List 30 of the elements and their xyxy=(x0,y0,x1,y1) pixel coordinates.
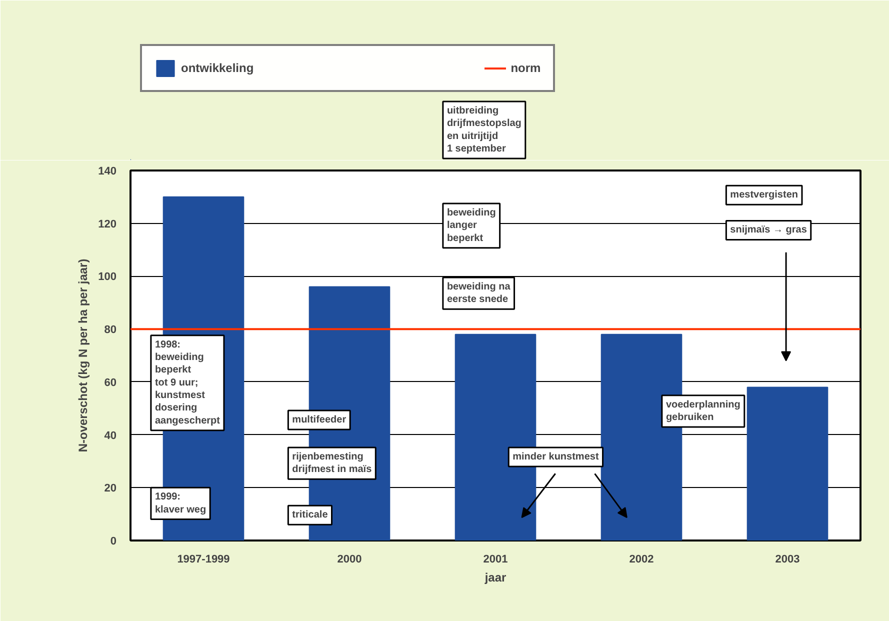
y-tick-label: 20 xyxy=(104,482,117,495)
annotation: beweiding na eerste snede xyxy=(446,282,511,306)
annotation: voederplanning gebruiken xyxy=(666,399,740,424)
y-tick-label: 140 xyxy=(98,166,117,178)
annotation: beweiding langer beperkt xyxy=(446,208,496,244)
text: uitbreiding drijfmestopslag en uitrijtijd 1 september xyxy=(446,106,522,154)
y-tick-label: 80 xyxy=(104,324,117,336)
bar xyxy=(746,386,828,540)
annotation: 1998: beweiding beperkt tot 9 uur; kunstmest dosering aangescherpt xyxy=(154,339,221,426)
annotation: triticale xyxy=(292,510,328,521)
legend-label: norm xyxy=(510,61,541,75)
y-tick-label: 40 xyxy=(104,430,117,442)
x-tick-label: 2000 xyxy=(337,554,362,566)
annotation: multifeeder xyxy=(292,414,346,426)
legend-label: ontwikkeling xyxy=(181,61,254,75)
x-tick-label: 2002 xyxy=(629,554,654,566)
x-tick-label: 1997-1999 xyxy=(177,554,230,566)
annotation: 1999: klaver weg xyxy=(154,492,206,516)
x-tick-label: 2003 xyxy=(775,554,800,566)
y-tick-label: 100 xyxy=(98,271,117,284)
x-tick-label: 2001 xyxy=(483,554,508,566)
annotation: rijenbemesting drijfmest in maïs xyxy=(292,451,372,476)
annotation: mestvergisten xyxy=(730,190,798,201)
y-tick-label: 0 xyxy=(110,536,117,548)
annotation: minder kunstmest xyxy=(512,451,600,462)
y-tick-label: 60 xyxy=(104,376,117,389)
y-tick-label: 120 xyxy=(98,218,117,230)
annotation: snijmaïs → gras xyxy=(730,224,808,236)
y-axis-title: N-overschot (kg N per ha per jaar) xyxy=(76,258,90,452)
x-axis-title: jaar xyxy=(484,570,507,584)
